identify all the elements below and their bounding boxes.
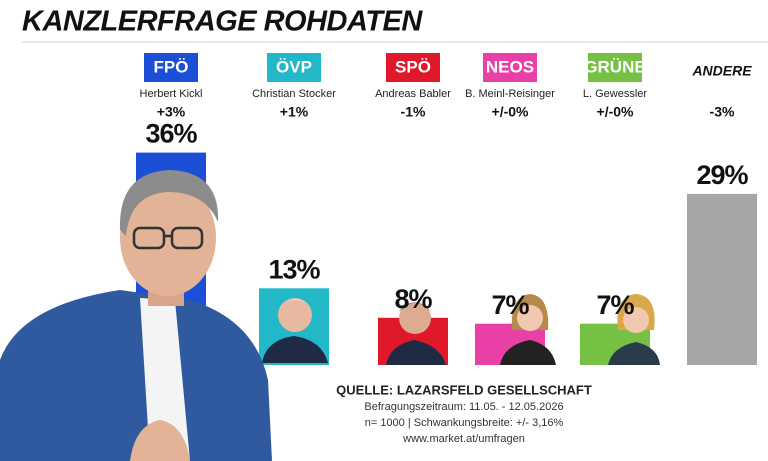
candidate-name: L. Gewessler [583,88,648,100]
change-label: +/-0% [492,104,530,120]
party-badge [483,53,537,82]
photo-stocker [262,298,328,363]
party-badge [267,53,321,82]
source-line: n= 1000 | Schwankungsbreite: +/- 3,16% [365,417,564,429]
party-name: GRÜNE [584,57,645,76]
candidate-photos [0,170,660,461]
value-label: 7% [596,290,634,320]
change-label: +1% [280,104,309,120]
source-line: Befragungszeitraum: 11.05. - 12.05.2026 [364,401,563,413]
value-label: 8% [394,284,432,314]
source-block: QUELLE: LAZARSFELD GESELLSCHAFT Befragun… [336,382,592,444]
change-label: -1% [401,104,426,120]
party-name: ANDERE [691,63,752,79]
change-label: +/-0% [597,104,635,120]
party-badge [386,53,440,82]
bar [687,193,757,365]
party-name: NEOS [486,57,534,76]
party-badge [588,53,642,82]
value-label: 13% [268,254,320,284]
value-label: 7% [491,290,529,320]
party-name: FPÖ [154,57,189,76]
photo-kickl [0,170,272,461]
party-name: SPÖ [395,57,431,76]
party-name: ÖVP [276,57,312,76]
value-label: 29% [696,160,748,190]
candidate-name: Herbert Kickl [140,88,203,100]
source-line: www.market.at/umfragen [402,433,525,445]
change-label: +3% [157,104,186,120]
candidate-name: Christian Stocker [252,88,336,100]
value-label: 36% [145,119,197,149]
photo-gewessler [608,294,660,365]
change-label: -3% [710,104,735,120]
chart-title: KANZLERFRAGE ROHDATEN [22,6,423,38]
photo-babler [386,302,446,365]
photo-meinl-reisinger [500,294,556,365]
candidate-name: Andreas Babler [375,88,451,100]
source-title: QUELLE: LAZARSFELD GESELLSCHAFT [336,382,592,397]
party-badge [144,53,198,82]
candidate-name: B. Meinl-Reisinger [465,88,555,100]
